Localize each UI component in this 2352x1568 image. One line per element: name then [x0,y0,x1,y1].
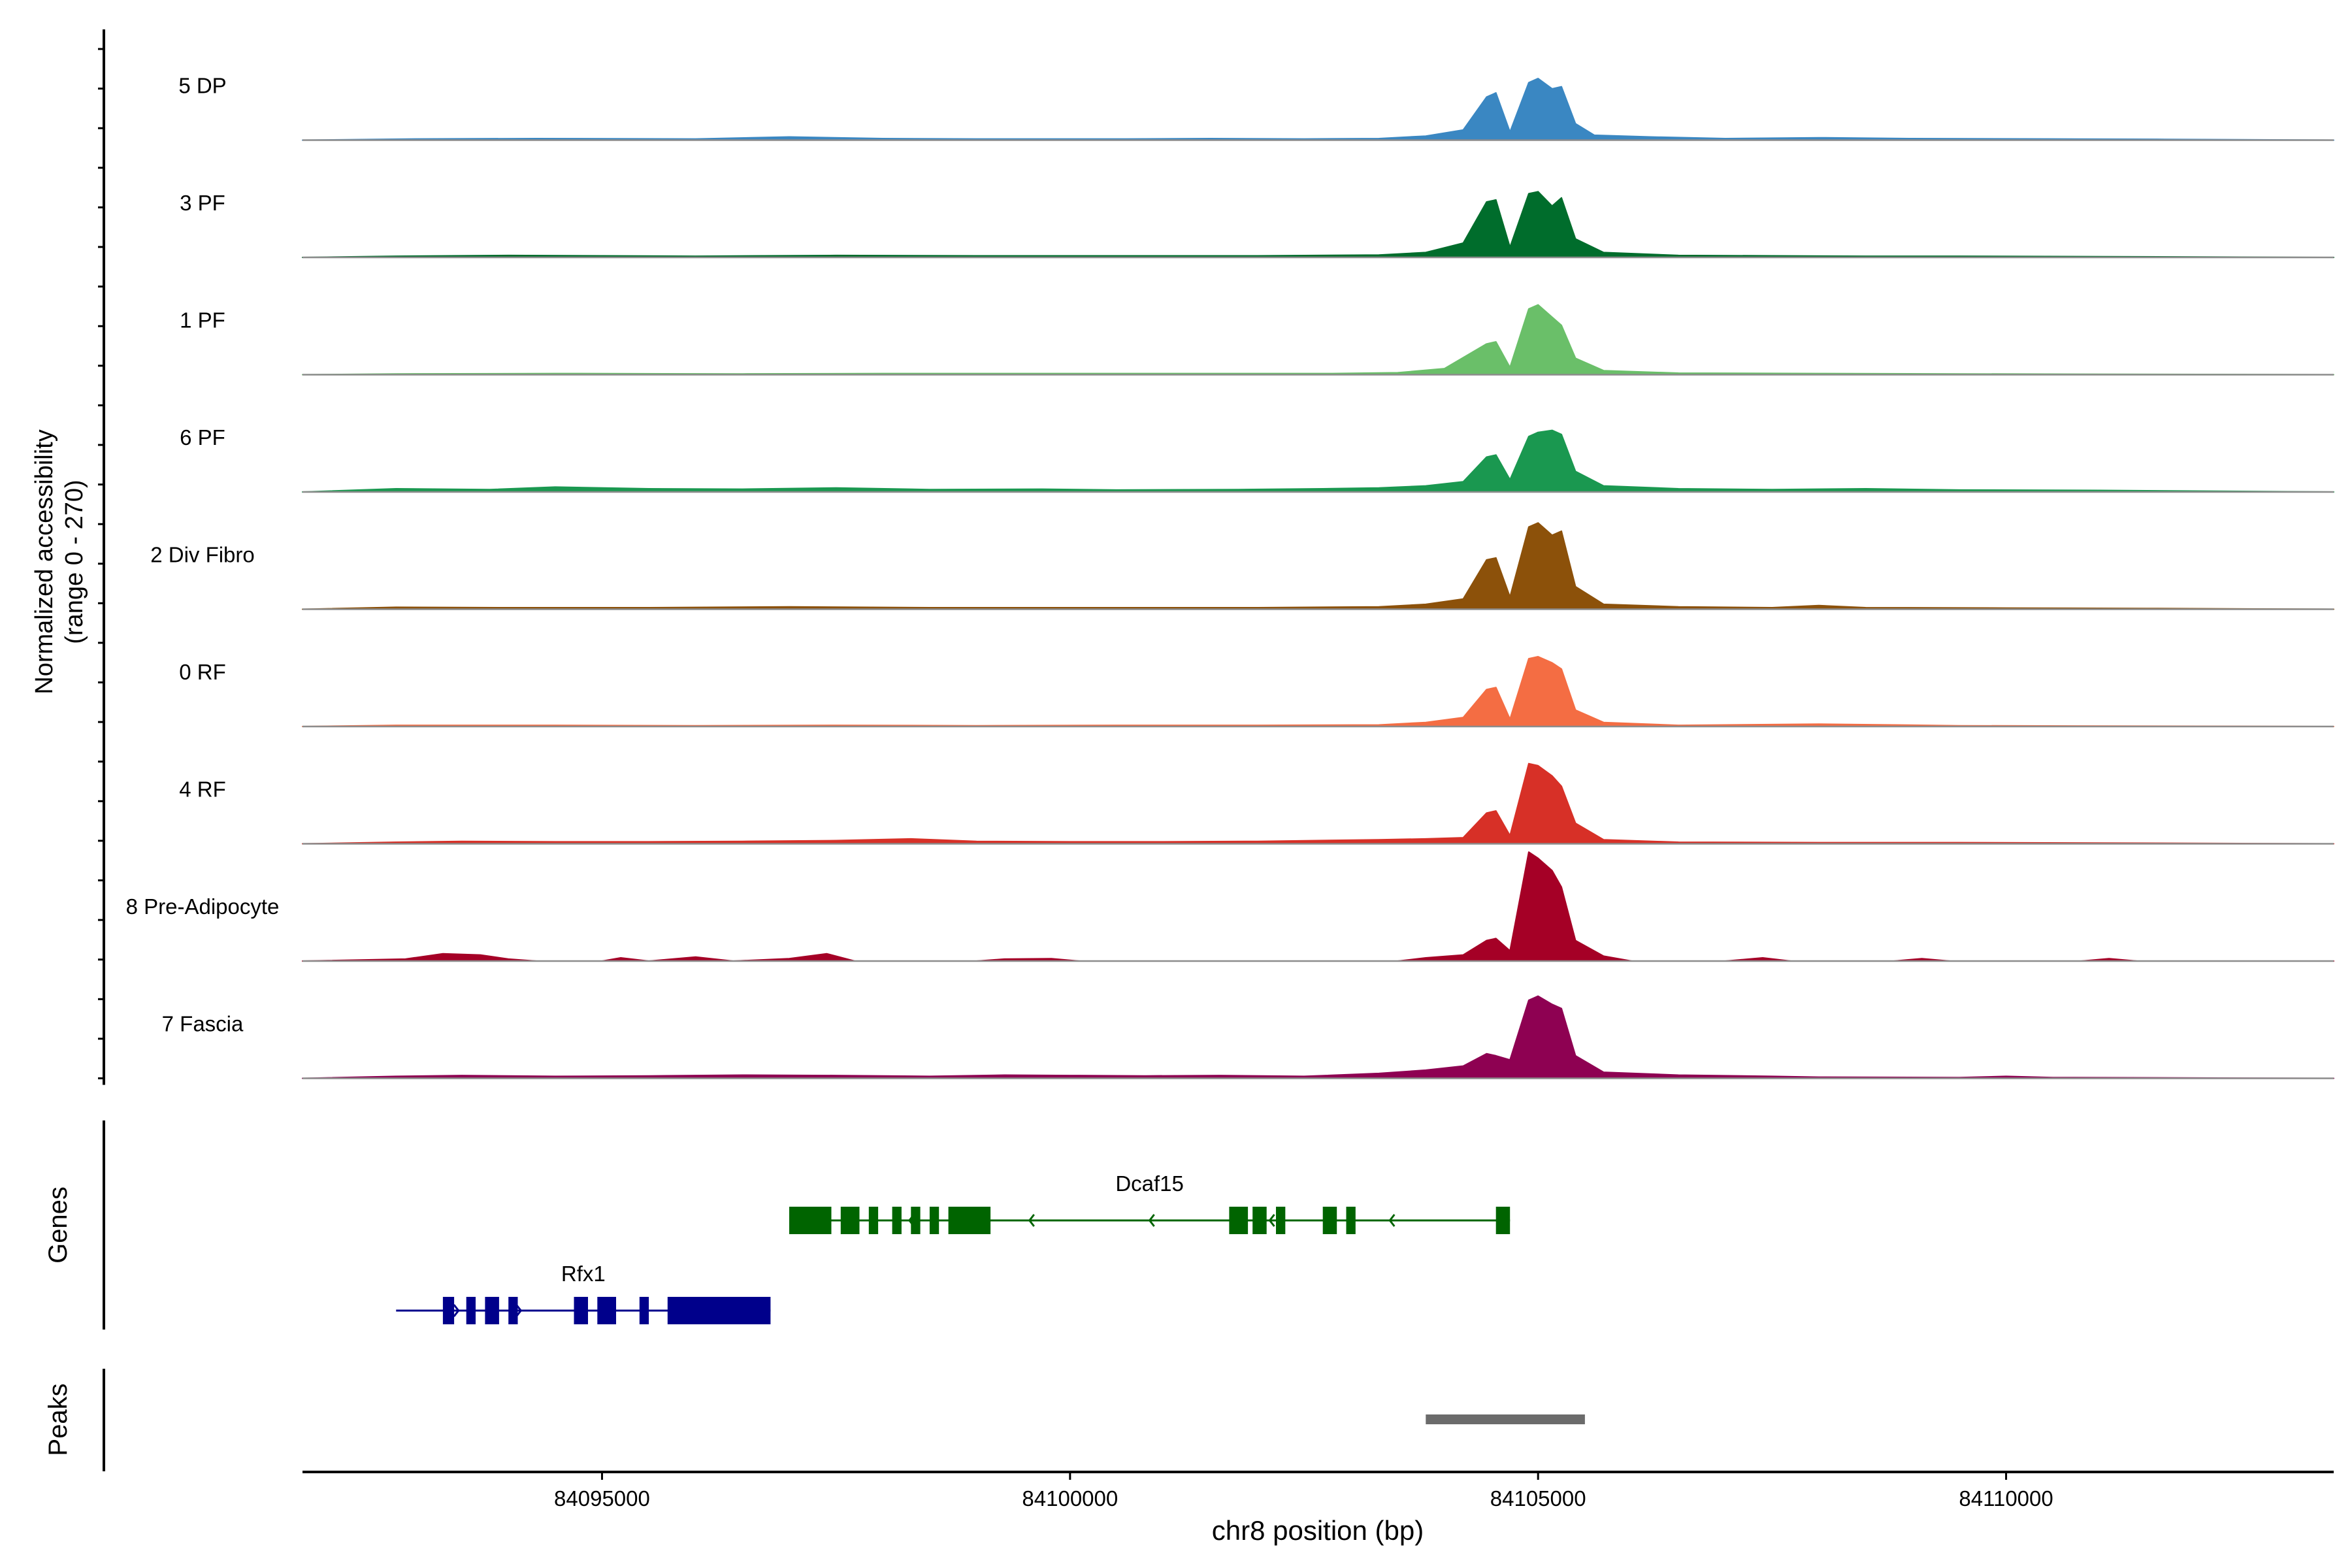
track-6-pf: 6 PF [180,425,2334,493]
coverage-area-2-div-fibro [302,522,2334,610]
exon [667,1297,771,1324]
exon [1495,1207,1511,1234]
gene-name-rfx1: Rfx1 [561,1262,606,1286]
accessibility-axis [98,29,105,1085]
gene-dcaf15: Dcaf15 [789,1171,1511,1234]
gene-rfx1: Rfx1 [396,1262,771,1324]
coverage-area-1-pf [302,304,2334,376]
track-1-pf: 1 PF [180,304,2334,376]
exon [868,1207,879,1234]
coverage-area-8-pre-adipocyte [302,851,2334,962]
track-label-3-pf: 3 PF [180,191,225,215]
track-8-pre-adipocyte: 8 Pre-Adipocyte [126,851,2334,962]
peak-region [1426,1414,1585,1424]
coverage-tracks: 5 DP 3 PF 1 PF 6 PF 2 Div Fibro 0 RF 4 RF 8 Pre… [126,74,2334,1079]
x-tick-label: 84105000 [1490,1486,1586,1511]
track-2-div-fibro: 2 Div Fibro [150,522,2334,610]
exon [639,1297,649,1324]
exon [911,1207,921,1234]
peaks-track [1426,1414,1585,1424]
coverage-area-4-rf [302,762,2334,845]
exon [1276,1207,1286,1234]
exon [1252,1207,1267,1234]
x-tick-label: 84110000 [1959,1486,2053,1511]
genes-track: Rfx1 Dcaf15 [396,1171,1511,1324]
track-label-2-div-fibro: 2 Div Fibro [150,543,255,567]
coverage-area-6-pf [302,429,2334,493]
exon [508,1297,518,1324]
y-axis-range-label: (range 0 - 270) [61,480,88,644]
track-label-6-pf: 6 PF [180,425,225,449]
strand-chevron [1148,1214,1155,1227]
track-label-0-rf: 0 RF [179,660,226,684]
track-label-4-rf: 4 RF [179,777,226,802]
coverage-area-3-pf [302,191,2334,258]
x-tick-label: 84095000 [554,1486,650,1511]
exon [789,1207,832,1234]
strand-chevron [1028,1214,1035,1227]
x-axis-ticks: 84095000 84100000 84105000 84110000 [554,1472,2053,1511]
exon [442,1297,455,1324]
track-label-8-pre-adipocyte: 8 Pre-Adipocyte [126,894,280,919]
track-4-rf: 4 RF [179,762,2334,845]
track-3-pf: 3 PF [180,191,2334,259]
strand-chevron [453,1304,460,1317]
track-label-7-fascia: 7 Fascia [162,1012,244,1036]
exon [892,1207,902,1234]
exon [597,1297,616,1324]
exon [1346,1207,1356,1234]
exon [929,1207,939,1234]
coverage-area-7-fascia [302,995,2334,1079]
coverage-area-0-rf [302,656,2334,727]
exon [574,1297,588,1324]
track-5-dp: 5 DP [178,74,2334,141]
exon [1322,1207,1337,1234]
track-7-fascia: 7 Fascia [162,995,2334,1079]
exon [466,1297,476,1324]
track-0-rf: 0 RF [179,656,2334,728]
exon [840,1207,860,1234]
y-axis-label: Normalized accessibility [31,429,58,694]
track-label-5-dp: 5 DP [178,74,226,98]
gene-name-dcaf15: Dcaf15 [1115,1171,1184,1196]
coverage-area-5-dp [302,78,2334,141]
strand-chevron [1268,1214,1275,1227]
x-tick-label: 84100000 [1022,1486,1118,1511]
strand-chevron [1388,1214,1396,1227]
track-label-1-pf: 1 PF [180,308,225,333]
exon [1229,1207,1249,1234]
strand-chevron [515,1304,523,1317]
exon [485,1297,499,1324]
peaks-label: Peaks [44,1383,73,1456]
genes-label: Genes [44,1186,73,1264]
x-axis-label: chr8 position (bp) [1212,1515,1424,1546]
exon [948,1207,991,1234]
